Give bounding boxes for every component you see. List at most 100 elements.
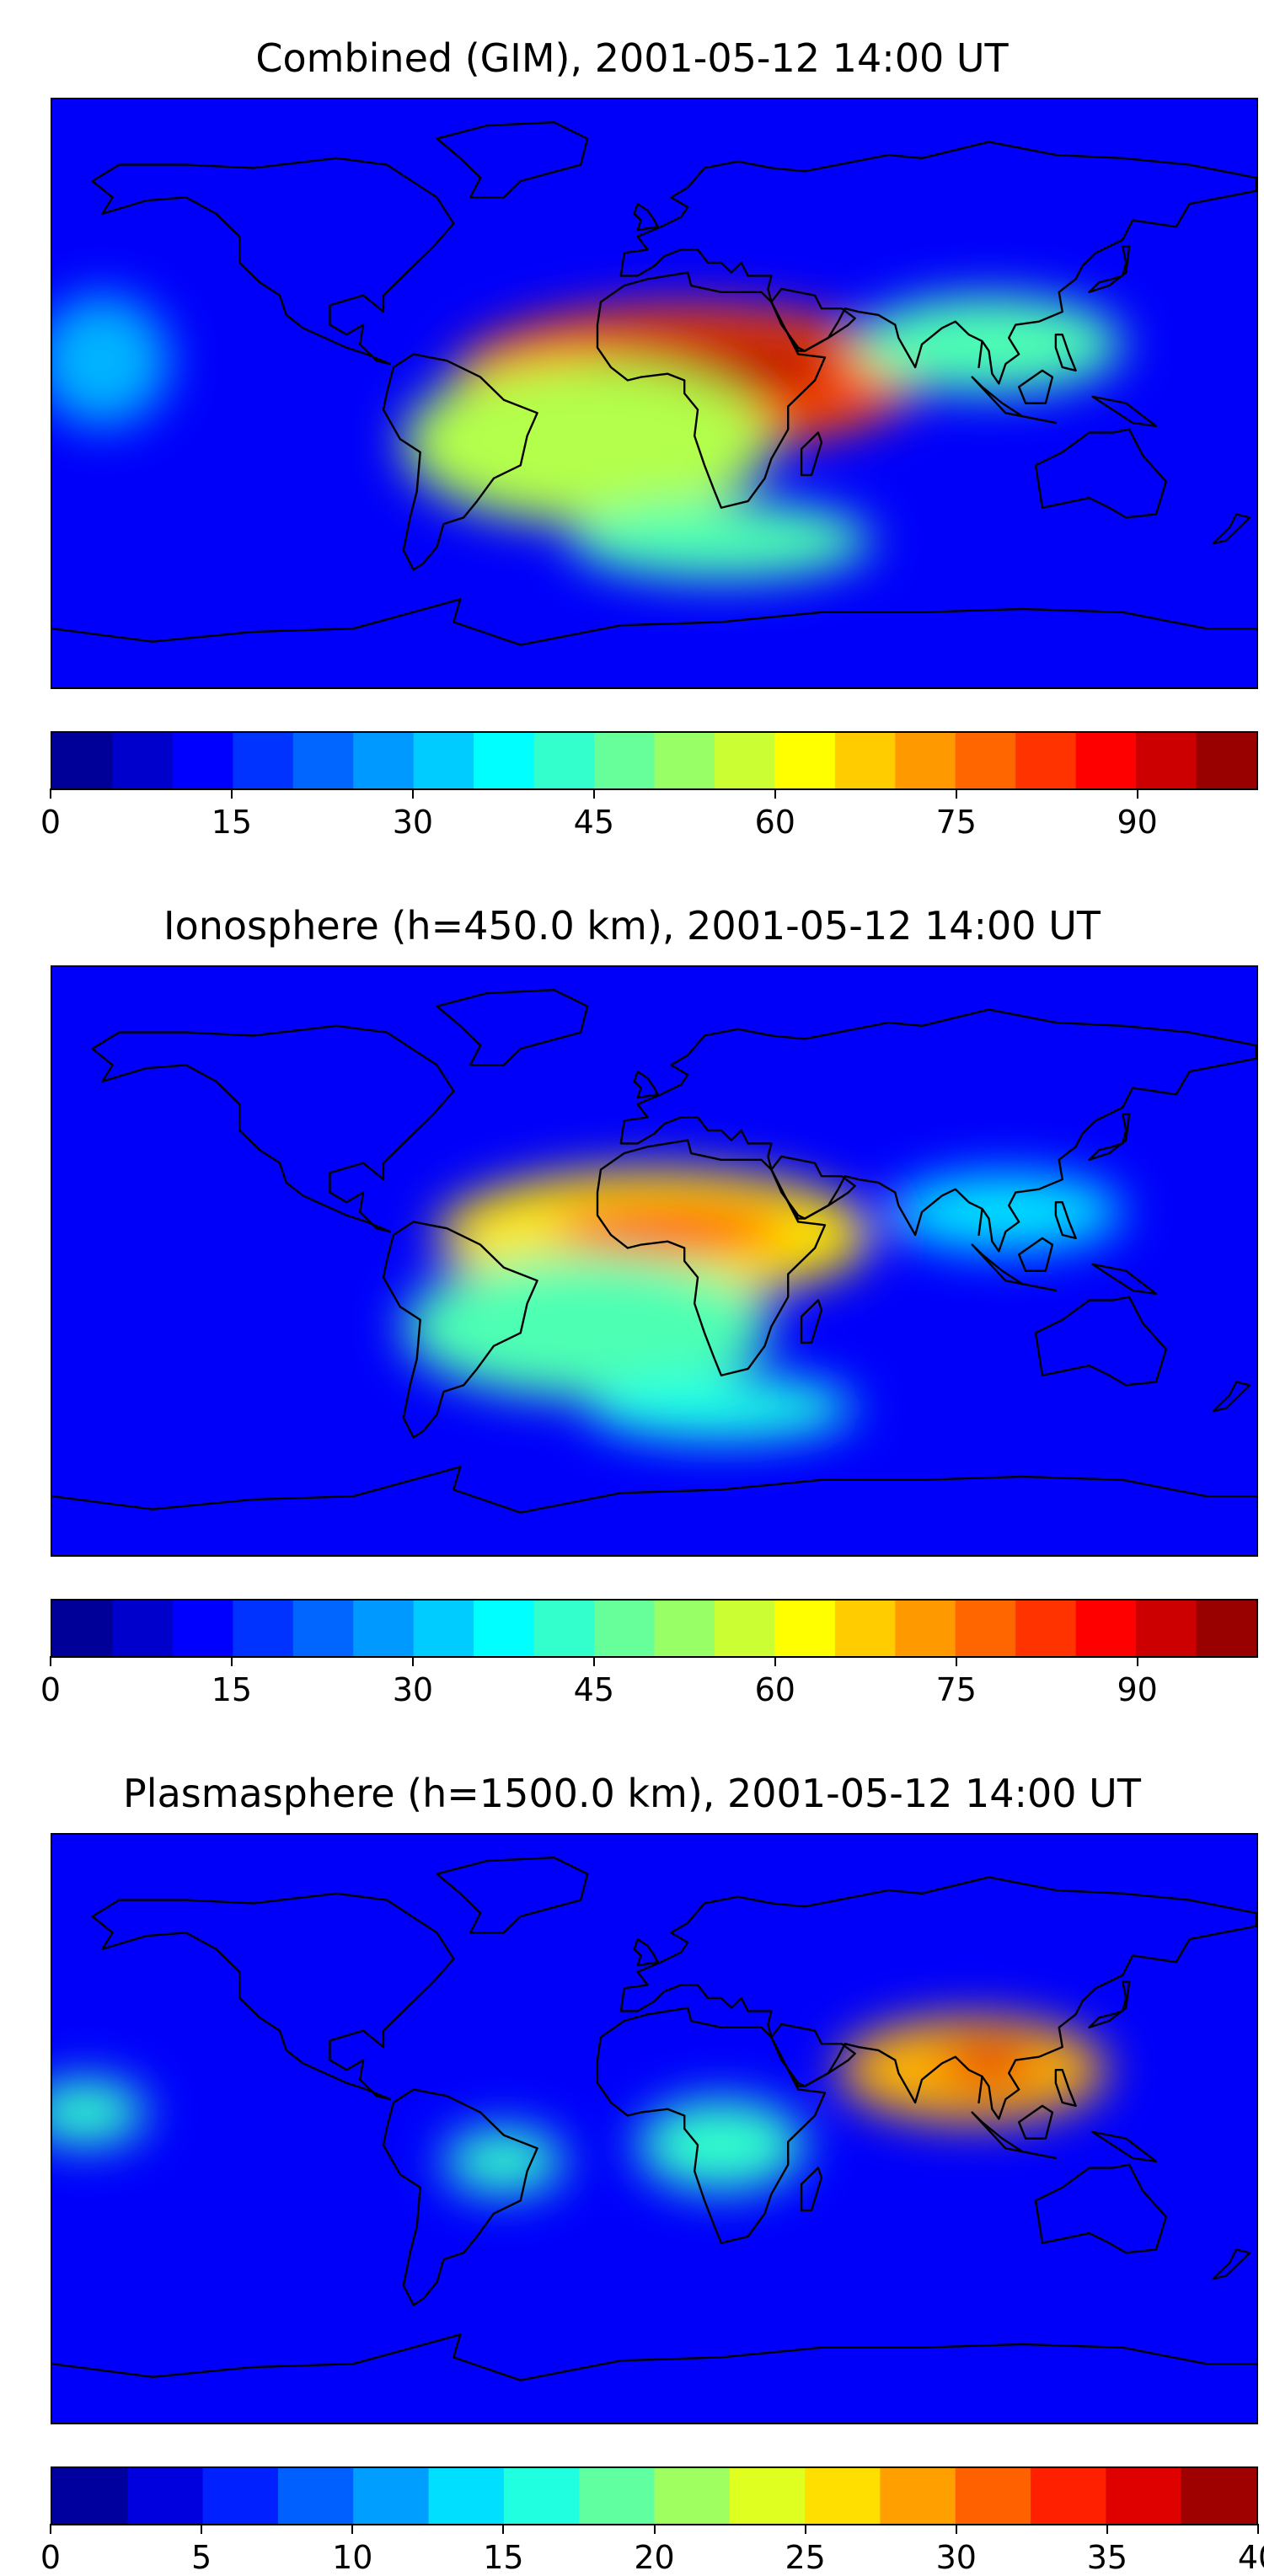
tec-blob [938, 2040, 1039, 2087]
colorbar-tick-label: 40 [1237, 2539, 1264, 2576]
colorbar-segment [202, 2468, 279, 2524]
colorbar-tick-label: 5 [191, 2539, 212, 2576]
tec-blob [403, 361, 772, 525]
colorbar-tick [955, 1656, 957, 1666]
colorbar-segment [654, 733, 715, 788]
colorbar-tick [50, 2524, 51, 2534]
colorbar-segment [533, 1601, 595, 1656]
tec-blob [637, 2099, 806, 2191]
colorbar-tick [1106, 2524, 1108, 2534]
colorbar-tick-label: 0 [40, 2539, 62, 2576]
coastline-arabia [770, 287, 856, 352]
map-svg [52, 99, 1256, 687]
coastline-borneo [1017, 2104, 1054, 2140]
colorbar-segment [1075, 733, 1137, 788]
colorbar-segment [834, 1601, 896, 1656]
coastline-new-guinea [1091, 1263, 1158, 1295]
colorbar-segment [1106, 2468, 1182, 2524]
coastline-japan [1088, 245, 1131, 293]
colorbar-segment [1075, 1601, 1137, 1656]
colorbar-tick [774, 1656, 776, 1666]
colorbar-tick [804, 2524, 806, 2534]
colorbar-tick [774, 788, 776, 799]
coastline-indonesia [971, 376, 1058, 425]
colorbar-segment [52, 733, 114, 788]
colorbar-segment [277, 2468, 354, 2524]
colorbar-segment [654, 1601, 715, 1656]
colorbar [51, 1599, 1258, 1658]
colorbar-segment [1136, 733, 1197, 788]
colorbar-tick-label: 60 [754, 804, 795, 841]
panel-title: Combined (GIM), 2001-05-12 14:00 UT [255, 35, 1009, 81]
map-svg [52, 967, 1256, 1555]
colorbar-segment [353, 2468, 430, 2524]
colorbar-svg [52, 733, 1256, 788]
colorbar-segment [774, 733, 836, 788]
colorbar-tick [955, 788, 957, 799]
colorbar-tick-label: 30 [935, 2539, 977, 2576]
colorbar-tick [955, 2524, 957, 2534]
coastline-africa [596, 2007, 827, 2244]
colorbar-segment [112, 733, 174, 788]
coastline-antarctica [52, 2333, 1256, 2381]
coastline-antarctica [52, 598, 1256, 646]
colorbar-tick-label: 45 [573, 804, 615, 841]
colorbar-ticks: 0 15 30 45 60 75 90 [40, 788, 1258, 841]
coastline-indonesia [971, 1243, 1058, 1292]
colorbar-segment [292, 733, 354, 788]
colorbar-segment [955, 1601, 1016, 1656]
coastline-antarctica [52, 1466, 1256, 1514]
colorbar-tick [1136, 1656, 1138, 1666]
colorbar [51, 731, 1258, 790]
coastline-philippines [1054, 334, 1077, 372]
tec-blob [443, 2129, 565, 2194]
coastline-new-guinea [1091, 2130, 1158, 2162]
colorbar-tick [1257, 2524, 1259, 2534]
colorbar-segment [880, 2468, 956, 2524]
coastline-greenland [436, 1856, 589, 1934]
coastline-borneo [1017, 369, 1054, 404]
colorbar-segment [413, 733, 474, 788]
colorbar-tick-label: 35 [1086, 2539, 1128, 2576]
colorbar-segment [428, 2468, 505, 2524]
tec-blob [403, 1254, 772, 1398]
coastline-eurasia [619, 141, 1256, 385]
coastline-britain [633, 1070, 659, 1099]
tec-blob [52, 2079, 147, 2146]
colorbar-tick-label: 45 [573, 1671, 615, 1708]
coastline-arabia [770, 1155, 856, 1220]
colorbar-svg [52, 1601, 1256, 1656]
colorbar-segment [127, 2468, 204, 2524]
colorbar-tick [230, 788, 233, 799]
colorbar-segment [52, 2468, 128, 2524]
coastline-madagascar [800, 1299, 823, 1344]
colorbar-tick [230, 1656, 233, 1666]
coastline-australia [1034, 2163, 1167, 2254]
colorbar-segment [1015, 733, 1077, 788]
coastline-south-america [382, 1221, 538, 1439]
coastline-philippines [1054, 2069, 1077, 2108]
coastline-new-zealand [1212, 2248, 1251, 2280]
colorbar-segment [1196, 733, 1256, 788]
colorbar-segment [1181, 2468, 1256, 2524]
tec-blob [888, 1173, 1123, 1252]
colorbar-tick [502, 2524, 505, 2534]
coastline-borneo [1017, 1237, 1054, 1272]
tec-blob [554, 1202, 789, 1255]
colorbar-ticks: 0 15 30 45 60 75 90 [40, 1656, 1258, 1708]
colorbar-tick [50, 788, 51, 799]
colorbar-segment [895, 733, 956, 788]
colorbar-segment [805, 2468, 881, 2524]
coastline-greenland [436, 120, 589, 199]
coastline-britain [633, 1937, 659, 1967]
colorbar-segment [474, 1601, 535, 1656]
colorbar-tick-label: 25 [785, 2539, 826, 2576]
colorbar-segment [233, 1601, 294, 1656]
colorbar [51, 2466, 1258, 2525]
colorbar-tick-label: 15 [211, 1671, 253, 1708]
colorbar-tick [50, 1656, 51, 1666]
colorbar-segment [955, 2468, 1031, 2524]
colorbar-segment [503, 2468, 580, 2524]
colorbar-segment [714, 733, 775, 788]
colorbar-segment [654, 2468, 731, 2524]
